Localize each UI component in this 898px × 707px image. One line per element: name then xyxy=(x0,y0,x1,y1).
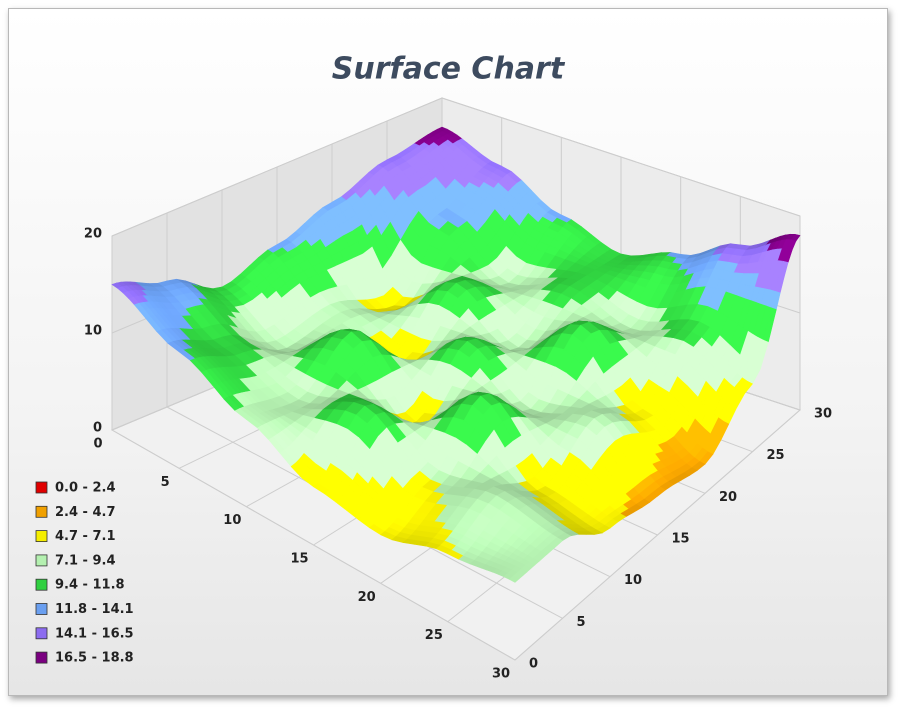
legend-label: 4.7 - 7.1 xyxy=(55,529,116,544)
surface-tile xyxy=(305,389,424,478)
surface-tile xyxy=(359,143,446,223)
surface-tile xyxy=(172,310,294,380)
surface-tile xyxy=(472,355,588,428)
legend-swatch xyxy=(35,554,48,567)
surface-tile xyxy=(389,168,506,274)
y-tick-label: 20 xyxy=(719,490,737,505)
legend-label: 11.8 - 14.1 xyxy=(55,602,134,617)
legend-label: 16.5 - 18.8 xyxy=(55,651,134,666)
surface-tile xyxy=(413,515,506,569)
surface-tile xyxy=(624,249,711,294)
y-tick-label: 15 xyxy=(672,532,690,547)
surface-tile xyxy=(194,265,282,320)
surface-tile xyxy=(745,233,801,310)
surface-tile xyxy=(304,180,391,267)
surface-tile xyxy=(505,512,587,562)
surface-tile xyxy=(564,234,652,282)
surface-tile xyxy=(139,278,229,317)
legend-label: 0.0 - 2.4 xyxy=(55,481,116,496)
legend-label: 7.1 - 9.4 xyxy=(55,553,116,568)
grid-line xyxy=(111,97,443,237)
z-tick-label: 0 xyxy=(93,421,102,436)
legend-swatch xyxy=(35,505,48,518)
x-tick-label: 0 xyxy=(93,437,102,452)
x-tick-label: 20 xyxy=(358,590,376,605)
z-tick-label: 10 xyxy=(84,324,102,339)
y-tick-label: 0 xyxy=(529,657,538,672)
surface-tile xyxy=(346,476,440,545)
z-tick-label: 20 xyxy=(84,227,102,242)
x-tick-label: 30 xyxy=(492,667,510,682)
legend-label: 9.4 - 11.8 xyxy=(55,578,125,593)
surface-tile xyxy=(601,446,682,513)
surface-patch xyxy=(508,575,520,583)
surface-tile xyxy=(238,355,359,429)
surface-tile xyxy=(451,220,566,301)
surface-tile xyxy=(422,391,539,466)
surface-tile xyxy=(281,265,400,340)
legend-swatch xyxy=(35,578,48,591)
x-tick-label: 25 xyxy=(425,628,443,643)
surface-tile xyxy=(487,427,603,514)
surface-tile xyxy=(552,481,635,535)
legend-swatch xyxy=(35,627,48,640)
surface-tile xyxy=(291,328,411,391)
x-tick-label: 15 xyxy=(290,552,308,567)
x-tick-label: 10 xyxy=(223,513,241,528)
y-tick-label: 5 xyxy=(577,615,586,630)
legend-label: 14.1 - 16.5 xyxy=(55,626,134,641)
surface-tile xyxy=(249,223,337,299)
surface-tile xyxy=(279,427,373,512)
surface-tile xyxy=(111,281,174,319)
surface-tile xyxy=(444,146,532,222)
surface-tile xyxy=(523,320,637,391)
y-tick-label: 30 xyxy=(814,407,832,422)
legend-swatch xyxy=(35,481,48,494)
legend-label: 2.4 - 4.7 xyxy=(55,505,116,520)
surface-tile xyxy=(537,390,651,483)
chart-title: Surface Chart xyxy=(332,52,566,87)
surface-tile xyxy=(504,190,592,260)
grid-line xyxy=(441,97,801,217)
y-tick-label: 10 xyxy=(624,573,642,588)
surface-tile xyxy=(335,221,453,316)
legend-swatch xyxy=(35,651,48,664)
surface-tile xyxy=(480,542,540,583)
surface-tile xyxy=(408,332,525,393)
grid-line xyxy=(111,429,516,661)
surface-tile xyxy=(697,298,777,425)
surface-tile xyxy=(372,425,489,517)
legend-swatch xyxy=(35,530,48,542)
surface-tile xyxy=(649,396,730,481)
x-tick-label: 5 xyxy=(161,475,170,490)
y-tick-label: 25 xyxy=(767,448,785,463)
surface-tile xyxy=(398,272,514,334)
legend-swatch xyxy=(35,603,48,615)
surface-tile xyxy=(512,259,627,323)
